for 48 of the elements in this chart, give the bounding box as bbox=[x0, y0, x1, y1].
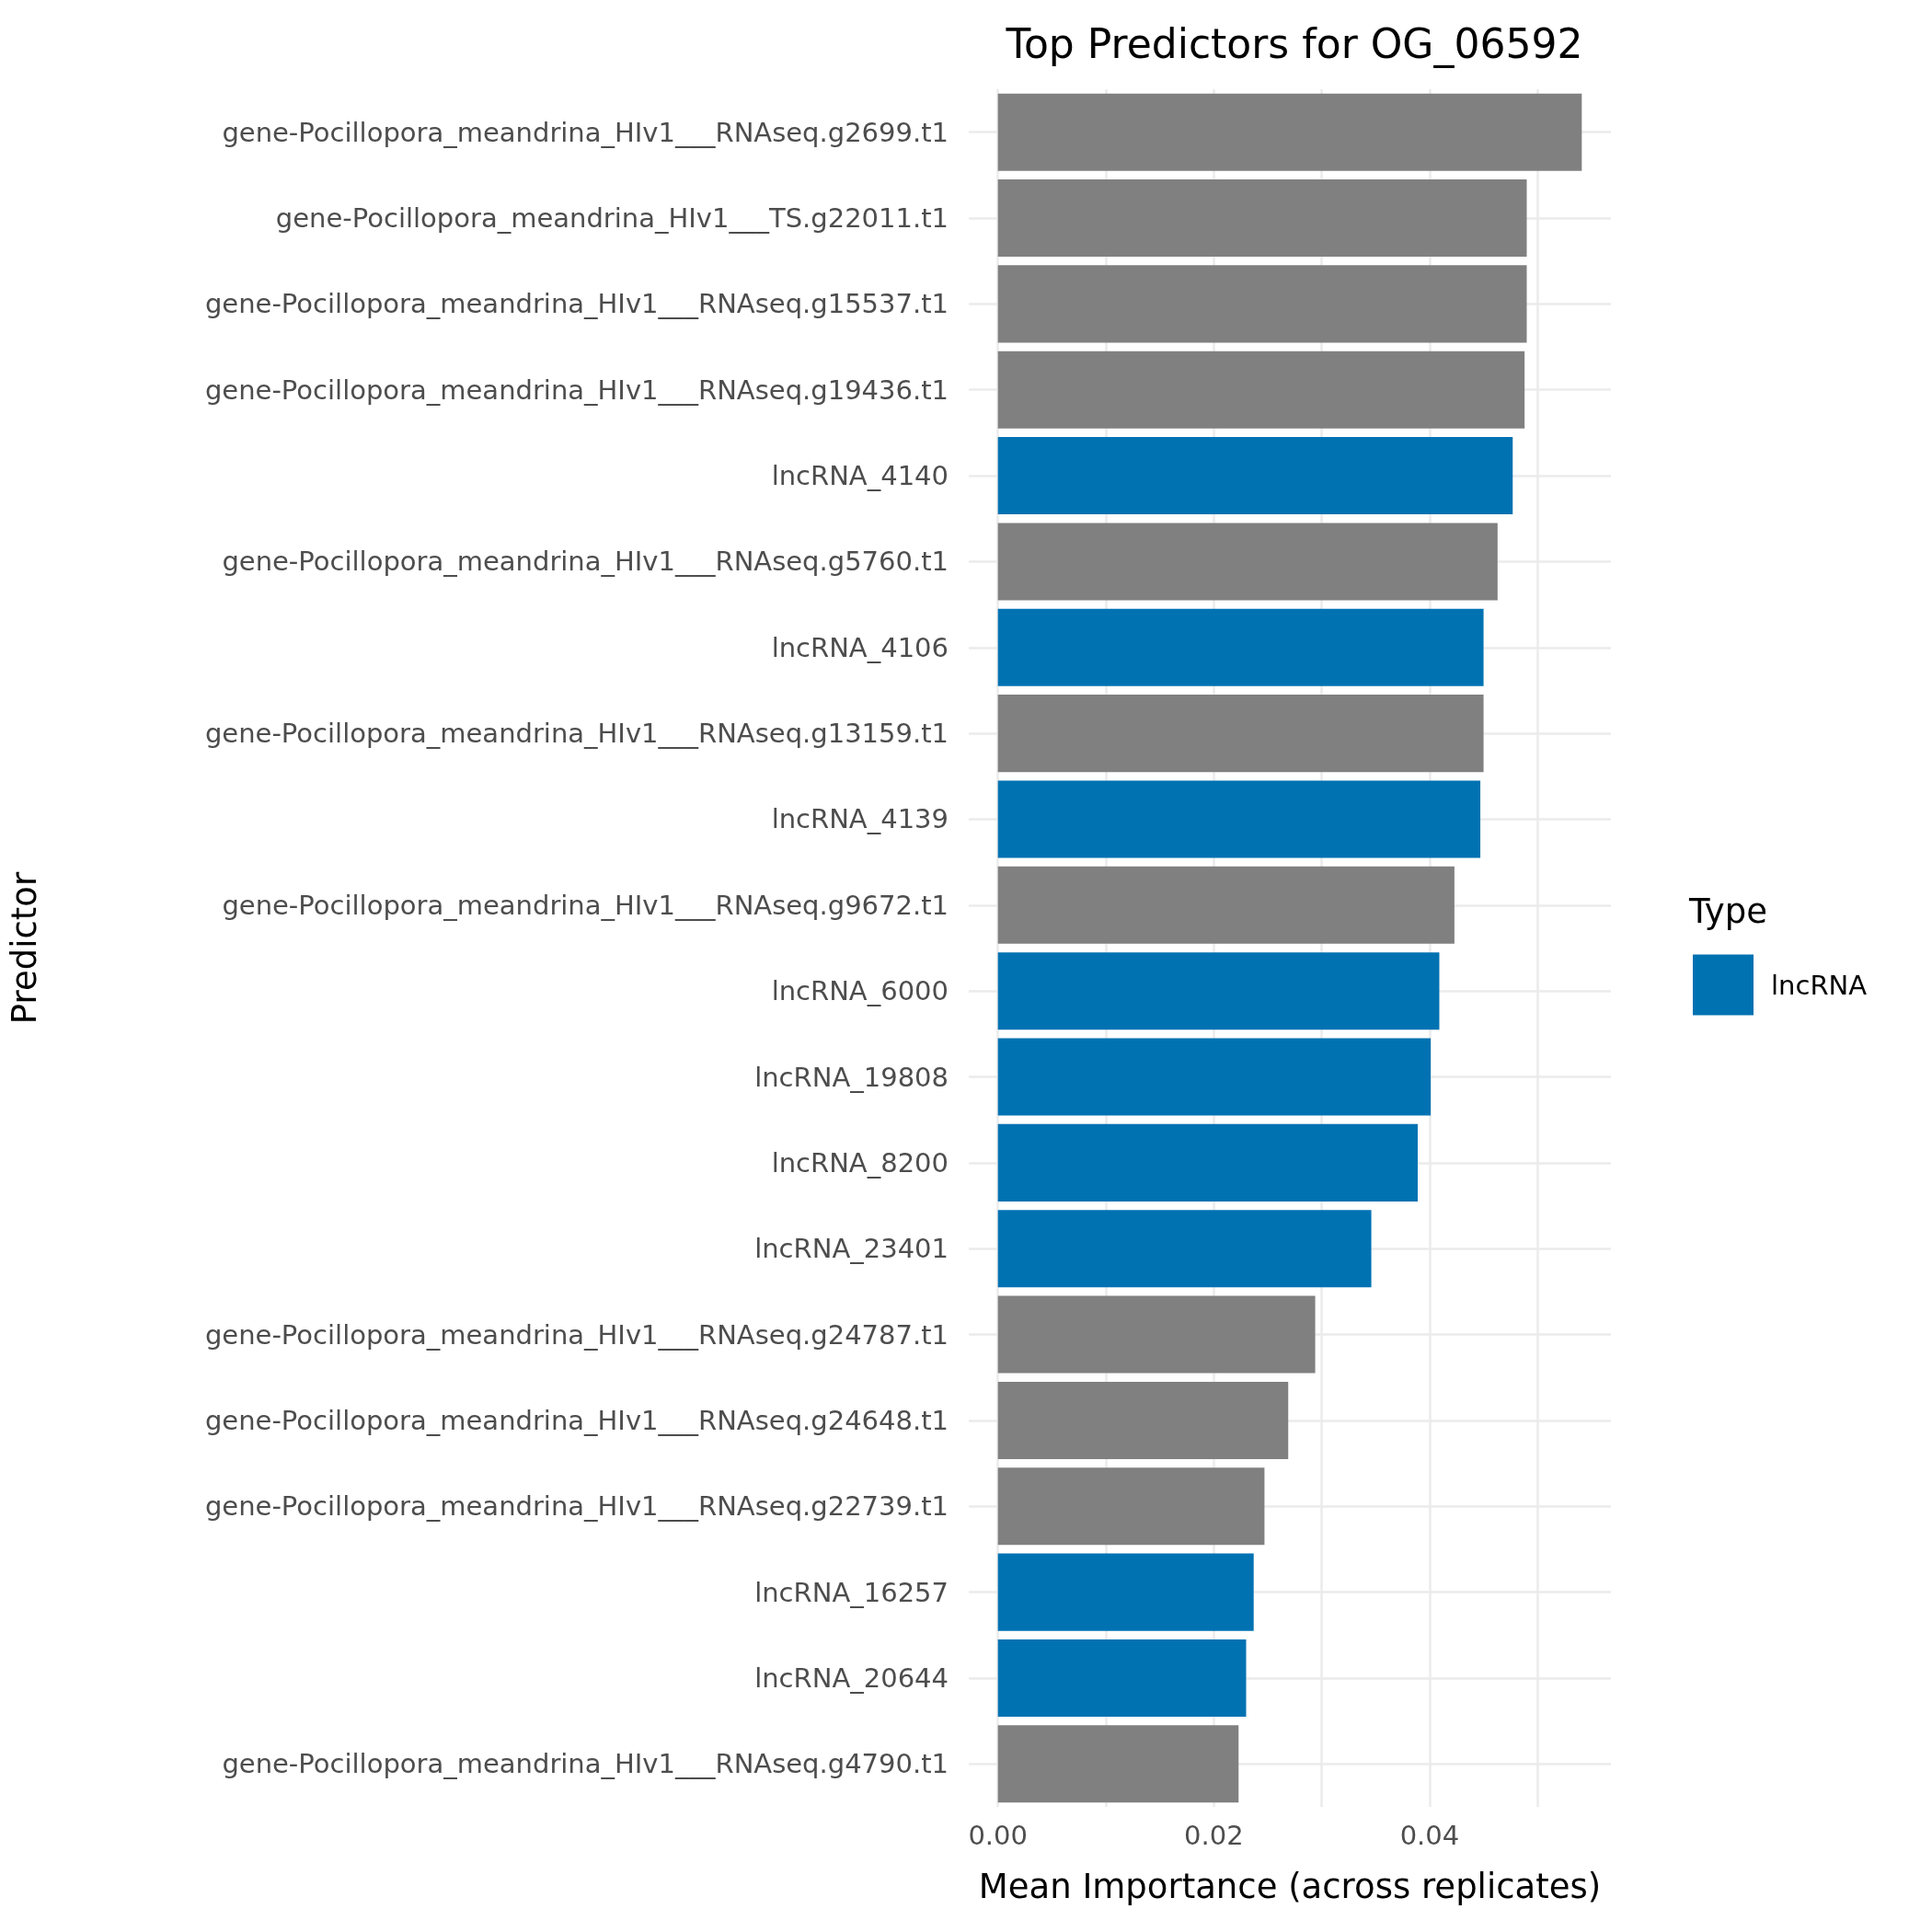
y-tick-label: gene-Pocillopora_meandrina_HIv1___RNAseq.g15537.t1 bbox=[204, 288, 949, 320]
y-tick-label: lncRNA_4106 bbox=[771, 631, 949, 663]
bar bbox=[997, 1123, 1419, 1202]
y-tick-label: lncRNA_8200 bbox=[771, 1146, 949, 1179]
bar bbox=[997, 179, 1527, 258]
y-tick-label: gene-Pocillopora_meandrina_HIv1___RNAseq.g19436.t1 bbox=[204, 374, 949, 406]
x-tick-label: 0.00 bbox=[968, 1819, 1028, 1851]
y-tick-label: lncRNA_20644 bbox=[754, 1662, 949, 1694]
legend-label: lncRNA bbox=[1771, 969, 1868, 1001]
bar bbox=[997, 437, 1513, 515]
bar bbox=[997, 93, 1582, 171]
bar bbox=[997, 1295, 1316, 1374]
x-tick-label: 0.04 bbox=[1399, 1819, 1460, 1851]
y-tick-label: gene-Pocillopora_meandrina_HIv1___RNAseq.g9672.t1 bbox=[222, 889, 949, 921]
x-axis-title: Mean Importance (across replicates) bbox=[978, 1867, 1602, 1906]
bar bbox=[997, 866, 1455, 944]
bar bbox=[997, 952, 1440, 1030]
bar bbox=[997, 351, 1525, 429]
bar bbox=[997, 265, 1527, 343]
y-tick-label: gene-Pocillopora_meandrina_HIv1___RNAseq.g4790.t1 bbox=[222, 1748, 949, 1780]
bar bbox=[997, 1467, 1265, 1546]
x-tick-label: 0.02 bbox=[1184, 1819, 1244, 1851]
bar bbox=[997, 1553, 1254, 1631]
y-tick-label: gene-Pocillopora_meandrina_HIv1___RNAseq.g24787.t1 bbox=[204, 1318, 949, 1351]
y-tick-label: lncRNA_6000 bbox=[771, 975, 949, 1007]
y-tick-label: gene-Pocillopora_meandrina_HIv1___RNAseq.g2699.t1 bbox=[222, 116, 949, 148]
y-tick-label: lncRNA_4139 bbox=[771, 803, 949, 835]
y-tick-label: lncRNA_4140 bbox=[771, 460, 949, 492]
y-tick-label: gene-Pocillopora_meandrina_HIv1___RNAseq.g5760.t1 bbox=[222, 546, 949, 578]
bar bbox=[997, 1725, 1239, 1803]
y-tick-label: gene-Pocillopora_meandrina_HIv1___TS.g22011.t1 bbox=[275, 202, 949, 235]
bar bbox=[997, 1210, 1372, 1288]
y-tick-label: lncRNA_23401 bbox=[754, 1233, 949, 1265]
y-tick-label: gene-Pocillopora_meandrina_HIv1___RNAseq.g24648.t1 bbox=[204, 1404, 949, 1436]
bar bbox=[997, 1639, 1247, 1717]
bar bbox=[997, 695, 1484, 773]
bar bbox=[997, 1038, 1432, 1116]
y-axis-title: Predictor bbox=[5, 871, 44, 1025]
y-tick-label: lncRNA_16257 bbox=[754, 1576, 949, 1608]
bar bbox=[997, 608, 1484, 686]
y-tick-label: lncRNA_19808 bbox=[754, 1061, 949, 1093]
legend-title: Type bbox=[1688, 891, 1767, 931]
bar bbox=[997, 780, 1481, 858]
chart-title: Top Predictors for OG_06592 bbox=[1005, 19, 1583, 68]
y-tick-label: gene-Pocillopora_meandrina_HIv1___RNAseq.g22739.t1 bbox=[204, 1490, 949, 1523]
bar bbox=[997, 523, 1498, 601]
y-tick-label: gene-Pocillopora_meandrina_HIv1___RNAseq.g13159.t1 bbox=[204, 718, 949, 750]
bar bbox=[997, 1381, 1289, 1459]
